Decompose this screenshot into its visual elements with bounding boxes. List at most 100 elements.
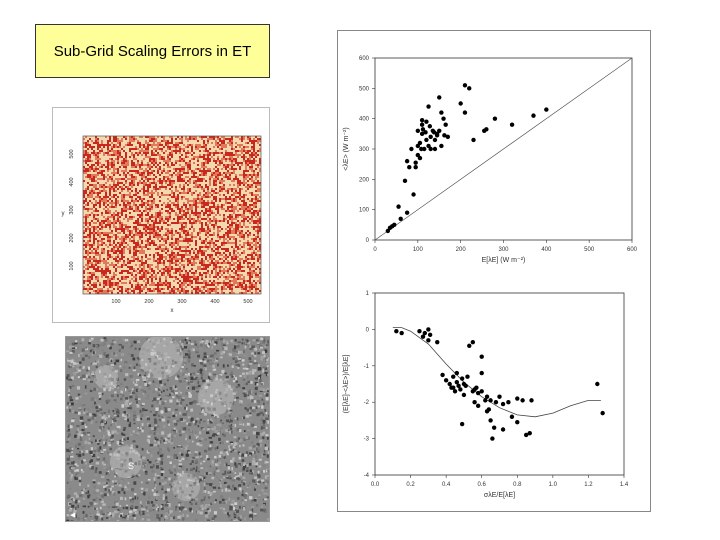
y-tick-label: -2 xyxy=(364,400,370,406)
data-point xyxy=(428,134,433,140)
y-tick-label: 500 xyxy=(359,86,370,92)
y-tick-label: 0 xyxy=(366,238,370,244)
data-point xyxy=(520,398,525,403)
map-x-tick: 300 xyxy=(177,299,186,305)
data-point xyxy=(434,133,440,138)
y-tick-label: 400 xyxy=(359,117,370,123)
x-tick-label: 0.6 xyxy=(478,482,487,488)
data-point xyxy=(409,146,414,152)
data-point xyxy=(458,387,463,392)
photo-arrow-label: ◀ xyxy=(70,512,76,519)
data-point xyxy=(490,436,495,441)
y-axis-label: (E[λE]-<λE>)/E[λE] xyxy=(343,355,350,414)
y-tick-label: -3 xyxy=(364,437,370,443)
data-point xyxy=(432,137,438,143)
data-point xyxy=(509,122,515,127)
photo-label: S xyxy=(128,461,134,471)
data-point xyxy=(419,131,425,137)
data-point xyxy=(404,210,410,215)
data-point xyxy=(462,83,468,88)
charts-panel: 0 100 200 300 400 500 600 0 100 200 300 400 500 600 E[… xyxy=(337,30,651,512)
data-point xyxy=(467,86,472,91)
map-x-tick: 400 xyxy=(210,299,219,305)
data-point xyxy=(394,329,399,334)
data-point xyxy=(497,394,502,399)
x-tick-label: 0.8 xyxy=(513,482,522,488)
data-point xyxy=(515,420,520,425)
x-tick-label: 200 xyxy=(456,247,467,253)
data-point xyxy=(454,379,460,385)
data-point xyxy=(443,378,449,383)
data-point xyxy=(483,398,488,403)
x-tick-label: 0.4 xyxy=(442,482,451,488)
data-point xyxy=(447,381,452,387)
data-point xyxy=(479,389,484,394)
data-point xyxy=(419,117,425,123)
data-point xyxy=(493,400,499,405)
x-tick-label: 400 xyxy=(541,247,552,253)
data-point xyxy=(419,122,425,127)
data-point xyxy=(431,130,437,135)
data-point xyxy=(445,134,451,140)
data-point xyxy=(420,127,426,132)
y-tick-label: 200 xyxy=(359,177,370,183)
map-x-tick: 500 xyxy=(243,299,252,305)
map-frame xyxy=(82,135,262,295)
map-y-label: y xyxy=(62,211,65,217)
data-point xyxy=(471,137,476,143)
map-y-tick: 100 xyxy=(69,261,75,270)
map-y-tick: 500 xyxy=(69,149,75,158)
data-point xyxy=(423,130,428,135)
data-point xyxy=(437,128,442,133)
data-point xyxy=(515,396,520,401)
data-point xyxy=(467,343,472,348)
data-point xyxy=(402,178,408,184)
data-point xyxy=(432,146,438,152)
x-tick-label: 1.2 xyxy=(584,482,593,488)
data-point xyxy=(472,400,477,405)
y-tick-label: 100 xyxy=(359,208,370,214)
data-point xyxy=(426,327,431,332)
x-axis-label: E[λE] (W m⁻²) xyxy=(482,257,526,264)
data-point xyxy=(463,383,468,389)
x-tick-label: 300 xyxy=(498,247,509,253)
data-point xyxy=(451,374,456,379)
data-point xyxy=(484,394,490,399)
data-point xyxy=(419,146,424,152)
map-y-tick: 300 xyxy=(69,205,75,214)
scatter-chart-relative-error: 0.0 0.2 0.4 0.6 0.8 1.0 1.2 1.4 1 0 -1 -2 -3 -4 σλE/E[… xyxy=(343,291,629,499)
data-point xyxy=(435,339,440,345)
map-cells xyxy=(83,136,261,294)
data-point xyxy=(500,401,506,407)
data-point xyxy=(486,407,492,412)
scatter-chart-lambda-e: 0 100 200 300 400 500 600 0 100 200 300 400 500 600 E[… xyxy=(343,56,638,264)
x-axis-label: σλE/E[λE] xyxy=(484,492,515,499)
data-point xyxy=(396,204,401,209)
data-point xyxy=(428,146,433,152)
plot-frame xyxy=(374,292,625,476)
data-point xyxy=(427,124,433,129)
data-point xyxy=(420,334,426,339)
data-point xyxy=(461,392,467,398)
data-point xyxy=(492,116,498,121)
data-point xyxy=(509,414,515,419)
data-point xyxy=(484,127,489,132)
data-point xyxy=(488,398,493,403)
raster-map-panel: 100 200 300 400 500 100 200 300 400 500 x y xyxy=(52,107,270,323)
data-point xyxy=(491,425,497,430)
data-point xyxy=(470,339,476,345)
raster-map: 100 200 300 400 500 100 200 300 400 500 x y xyxy=(62,135,262,314)
y-axis-label: <λE> (W m⁻²) xyxy=(343,127,350,170)
data-point xyxy=(479,354,484,359)
map-x-tick: 200 xyxy=(144,299,153,305)
data-point xyxy=(399,330,404,336)
data-point xyxy=(600,410,605,416)
data-point xyxy=(529,398,534,403)
data-point xyxy=(472,387,477,392)
map-x-label: x xyxy=(171,308,174,314)
data-point xyxy=(462,110,468,115)
data-point xyxy=(475,403,481,409)
data-point xyxy=(475,390,481,396)
map-x-tick: 100 xyxy=(111,299,120,305)
data-point xyxy=(392,222,397,228)
